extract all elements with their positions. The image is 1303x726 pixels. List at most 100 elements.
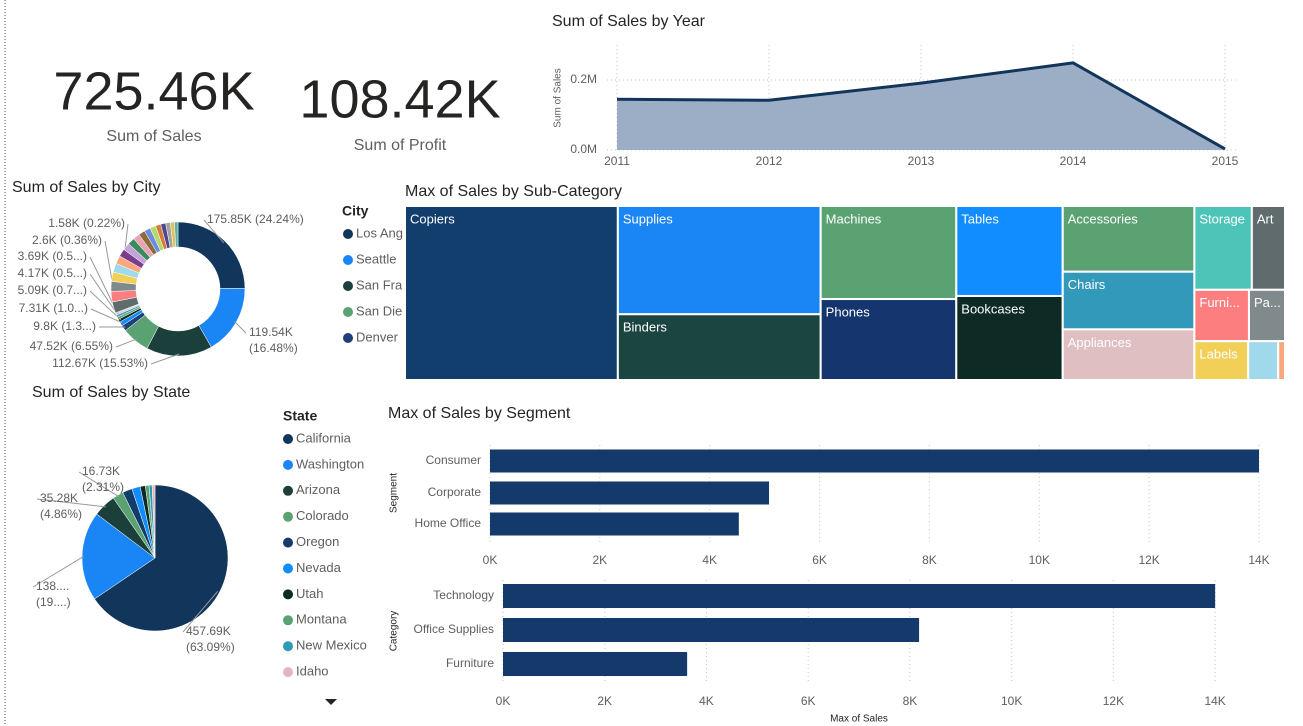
- x-tick-label: 6K: [812, 553, 827, 567]
- tile-label: Appliances: [1068, 335, 1132, 350]
- tile: [819, 298, 958, 381]
- kpi-value: 108.42K: [299, 69, 500, 129]
- chart-title: Sum of Sales by Year: [552, 13, 706, 30]
- tile: [1247, 288, 1287, 343]
- legend-label: Seattle: [356, 251, 396, 266]
- bar: [503, 652, 688, 676]
- bar: [490, 449, 1259, 473]
- legend-marker: [343, 281, 353, 291]
- legend-marker: [283, 459, 293, 470]
- legend-marker: [343, 255, 353, 265]
- x-tick-label: 4K: [702, 553, 717, 567]
- data-label: 47.52K (6.55%): [30, 339, 113, 353]
- x-tick-label: 10K: [1029, 553, 1050, 567]
- y-tick-label: Office Supplies: [414, 622, 495, 636]
- tile-label: Bookcases: [961, 301, 1025, 316]
- tile: [1247, 340, 1280, 381]
- bar: [503, 584, 1216, 608]
- tile-label: Copiers: [410, 211, 455, 226]
- tile: [1250, 205, 1286, 291]
- data-label: 1.58K (0.22%): [48, 216, 125, 230]
- slice: [81, 513, 156, 600]
- x-tick-label: 10K: [1001, 694, 1022, 708]
- tile-label: Binders: [623, 320, 668, 335]
- slice: [174, 221, 179, 248]
- data-label: 9.8K (1.3...): [33, 319, 96, 333]
- legend-marker: [343, 333, 353, 343]
- x-tick-label: 2011: [604, 154, 630, 168]
- data-label: 5.09K (0.7...): [18, 283, 87, 297]
- data-label: 16.73K (2.31%): [82, 464, 124, 494]
- x-tick-label: 4K: [699, 694, 714, 708]
- x-tick-label: 2015: [1212, 154, 1239, 168]
- legend-marker: [343, 229, 353, 239]
- x-tick-label: 8K: [922, 553, 937, 567]
- kpi-label: Sum of Sales: [106, 128, 201, 145]
- legend-label: Idaho: [296, 664, 329, 679]
- y-axis-title: Category: [389, 611, 400, 652]
- tile: [616, 205, 822, 316]
- legend-label: Denver: [356, 329, 399, 344]
- bar: [490, 512, 739, 536]
- leader-line: [115, 338, 137, 348]
- x-tick-label: 2013: [908, 154, 935, 168]
- tile: [1061, 270, 1196, 331]
- x-tick-label: 2K: [593, 553, 608, 567]
- x-axis-title: Max of Sales: [830, 714, 888, 725]
- data-label: 175.85K (24.24%): [207, 212, 304, 226]
- leader-line: [150, 353, 180, 365]
- bar: [490, 481, 770, 505]
- data-label: 35.28K (4.86%): [40, 491, 82, 521]
- legend-scroll-arrow[interactable]: [325, 699, 337, 705]
- tile: [955, 205, 1064, 297]
- legend-label: Washington: [296, 456, 364, 471]
- data-label: 2.6K (0.36%): [32, 233, 102, 247]
- tile-label: Storage: [1199, 211, 1245, 226]
- y-tick-label: Corporate: [428, 485, 482, 499]
- data-label: 4.17K (0.5...): [18, 266, 87, 280]
- legend-marker: [283, 434, 293, 444]
- x-tick-label: 14K: [1204, 694, 1225, 708]
- slice: [151, 484, 156, 559]
- line: [616, 61, 1226, 151]
- chart-title: Sum of Sales by State: [32, 384, 190, 401]
- y-tick-label: 0.0M: [570, 142, 597, 156]
- legend-label: San Fra: [356, 277, 403, 292]
- leader-line: [203, 219, 225, 244]
- legend-marker: [283, 641, 293, 652]
- data-label: 119.54K (16.48%): [249, 325, 298, 355]
- legend-marker: [283, 485, 293, 496]
- legend-label: California: [296, 430, 352, 445]
- area: [617, 62, 1225, 150]
- leader-line: [78, 471, 120, 498]
- tile-label: Pa...: [1254, 295, 1281, 310]
- tile: [404, 205, 619, 381]
- legend-marker: [283, 563, 293, 574]
- leader-line: [182, 590, 219, 633]
- leader-line: [90, 308, 123, 324]
- tile-label: Accessories: [1068, 211, 1139, 226]
- x-tick-label: 12K: [1138, 553, 1159, 567]
- x-tick-label: 2K: [597, 694, 612, 708]
- x-tick-label: 0K: [496, 694, 511, 708]
- x-tick-label: 8K: [903, 694, 918, 708]
- legend-title: City: [342, 203, 369, 219]
- bar: [503, 618, 920, 642]
- legend-title: State: [283, 408, 317, 424]
- y-axis-title: Segment: [389, 473, 400, 513]
- data-label: 7.31K (1.0...): [19, 301, 88, 315]
- tile: [1277, 340, 1287, 381]
- x-tick-label: 0K: [483, 553, 498, 567]
- tile-label: Tables: [961, 211, 999, 226]
- legend-marker: [283, 537, 293, 548]
- x-tick-label: 12K: [1103, 694, 1124, 708]
- kpi-value: 725.46K: [53, 61, 254, 121]
- kpi-label: Sum of Profit: [354, 137, 447, 154]
- y-tick-label: Home Office: [415, 516, 482, 530]
- legend-label: San Die: [356, 303, 402, 318]
- legend-marker: [283, 667, 293, 678]
- legend-label: Utah: [296, 586, 323, 601]
- y-axis-title: Sum of Sales: [553, 68, 564, 127]
- chart-title: Max of Sales by Segment: [388, 405, 571, 422]
